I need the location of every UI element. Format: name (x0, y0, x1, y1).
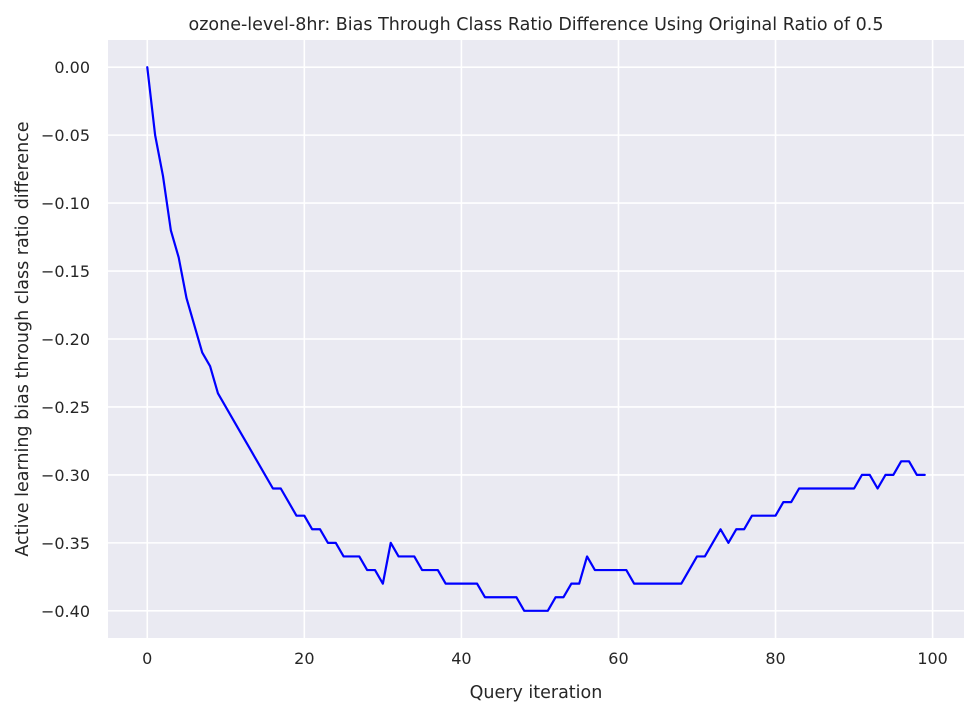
y-tick-label: −0.15 (41, 262, 90, 281)
x-tick-label: 20 (294, 649, 314, 668)
x-tick-label: 80 (765, 649, 785, 668)
x-tick-label: 100 (917, 649, 948, 668)
y-tick-label: −0.35 (41, 534, 90, 553)
series-line (146, 66, 926, 612)
y-tick-label: −0.10 (41, 194, 90, 213)
x-tick-label: 40 (451, 649, 471, 668)
y-tick-label: −0.20 (41, 330, 90, 349)
x-tick-label: 60 (608, 649, 628, 668)
y-tick-label: −0.30 (41, 466, 90, 485)
x-tick-label: 0 (142, 649, 152, 668)
y-tick-labels: 0.00 −0.05 −0.10 −0.15 −0.20 −0.25 −0.30 −0.35 −… (41, 58, 90, 621)
y-tick-label: 0.00 (54, 58, 90, 77)
y-axis-label: Active learning bias through class ratio… (13, 121, 33, 556)
y-tick-label: −0.25 (41, 398, 90, 417)
y-tick-label: −0.05 (41, 126, 90, 145)
series-layer (146, 66, 926, 612)
x-axis-label: Query iteration (470, 683, 603, 703)
x-tick-labels: 0 20 40 60 80 100 (142, 649, 948, 668)
y-tick-label: −0.40 (41, 602, 90, 621)
chart-title: ozone-level-8hr: Bias Through Class Rati… (189, 15, 884, 35)
